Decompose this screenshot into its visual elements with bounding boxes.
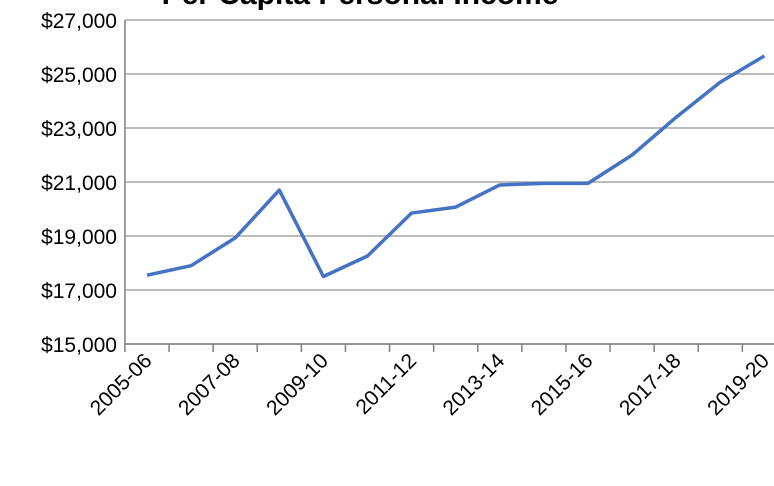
y-tick-label: $23,000 [41,118,117,141]
x-tick-label: 2011-12 [351,349,421,419]
y-tick-label: $27,000 [41,10,117,33]
y-tick-label: $25,000 [41,64,117,87]
x-tick-label: 2017-18 [615,349,686,420]
x-tick-label: 2013-14 [439,349,510,420]
x-tick-label: 2009-10 [262,349,333,420]
x-tick-label: 2007-08 [174,349,245,420]
y-tick-label: $15,000 [41,334,117,357]
x-tick-label: 2019-20 [703,349,774,420]
y-tick-label: $21,000 [41,172,117,195]
x-tick-label: 2015-16 [527,349,598,420]
chart-title: Per Capita Personal Income [162,0,559,11]
x-tick-label: 2005-06 [86,349,157,420]
y-tick-label: $17,000 [41,280,117,303]
y-tick-label: $19,000 [41,226,117,249]
line-series [146,54,766,279]
